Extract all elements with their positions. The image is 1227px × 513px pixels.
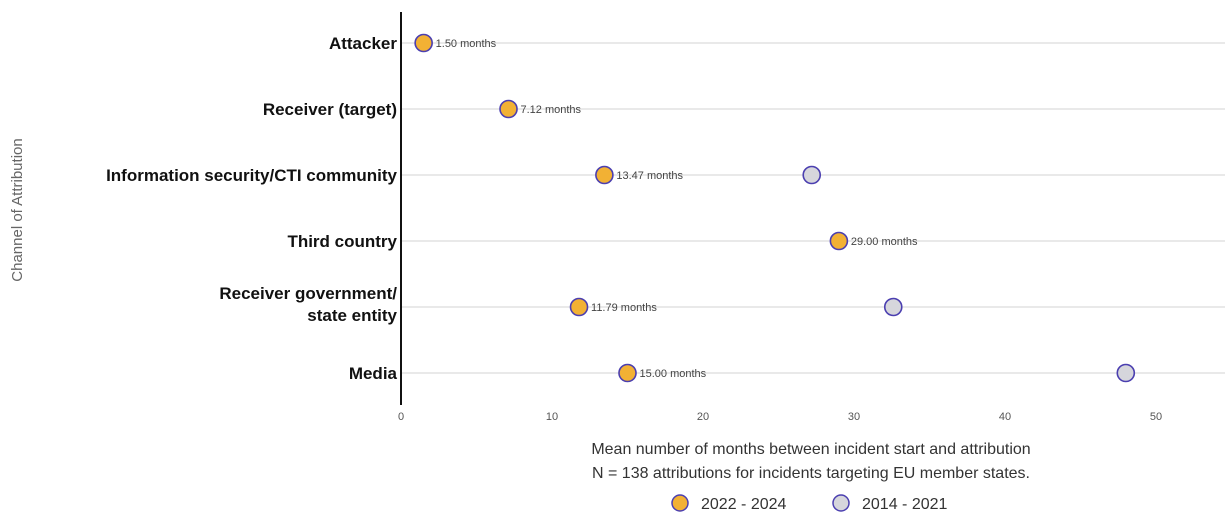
category-label: Receiver government/state entity — [219, 284, 397, 325]
data-point — [1116, 363, 1136, 383]
data-label: 7.12 months — [521, 104, 582, 116]
data-point — [569, 297, 589, 317]
category-label: Attacker — [329, 34, 397, 53]
data-points — [414, 33, 1136, 383]
category-label: Receiver (target) — [263, 100, 397, 119]
y-axis-title: Channel of Attribution — [9, 138, 26, 281]
legend-label-2022-2024: 2022 - 2024 — [701, 496, 787, 513]
chart-note: N = 138 attributions for incidents targe… — [592, 465, 1030, 482]
data-point — [618, 363, 637, 383]
data-point — [802, 165, 822, 185]
gridlines — [401, 42, 1225, 374]
category-label: Media — [349, 364, 398, 383]
x-tick-label: 20 — [697, 411, 709, 423]
data-point — [414, 33, 433, 53]
data-label: 13.47 months — [616, 170, 683, 182]
x-tick-label: 10 — [546, 411, 558, 423]
data-label: 15.00 months — [640, 368, 707, 380]
legend-label-2014-2021: 2014 - 2021 — [862, 496, 948, 513]
x-tick-labels: 0 10 20 30 40 50 — [398, 411, 1162, 423]
data-labels: 1.50 months 7.12 months 13.47 months 29.00 … — [436, 38, 918, 380]
x-tick-label: 50 — [1150, 411, 1162, 423]
x-tick-label: 0 — [398, 411, 404, 423]
legend-marker-2014-2021 — [832, 494, 850, 512]
data-point — [829, 231, 849, 251]
legend-marker-2022-2024 — [671, 494, 689, 512]
category-label: Information security/CTI community — [106, 166, 397, 185]
category-labels: Attacker Receiver (target) Information sec… — [106, 34, 397, 383]
legend: 2022 - 2024 2014 - 2021 — [671, 494, 948, 513]
data-label: 1.50 months — [436, 38, 497, 50]
data-label: 29.00 months — [851, 236, 918, 248]
data-point — [883, 297, 903, 317]
x-tick-label: 30 — [848, 411, 860, 423]
data-label: 11.79 months — [591, 302, 657, 314]
x-axis-title: Mean number of months between incident s… — [591, 441, 1030, 458]
x-tick-label: 40 — [999, 411, 1011, 423]
category-label: Third country — [287, 232, 397, 251]
data-point — [499, 99, 518, 119]
data-point — [595, 165, 614, 185]
